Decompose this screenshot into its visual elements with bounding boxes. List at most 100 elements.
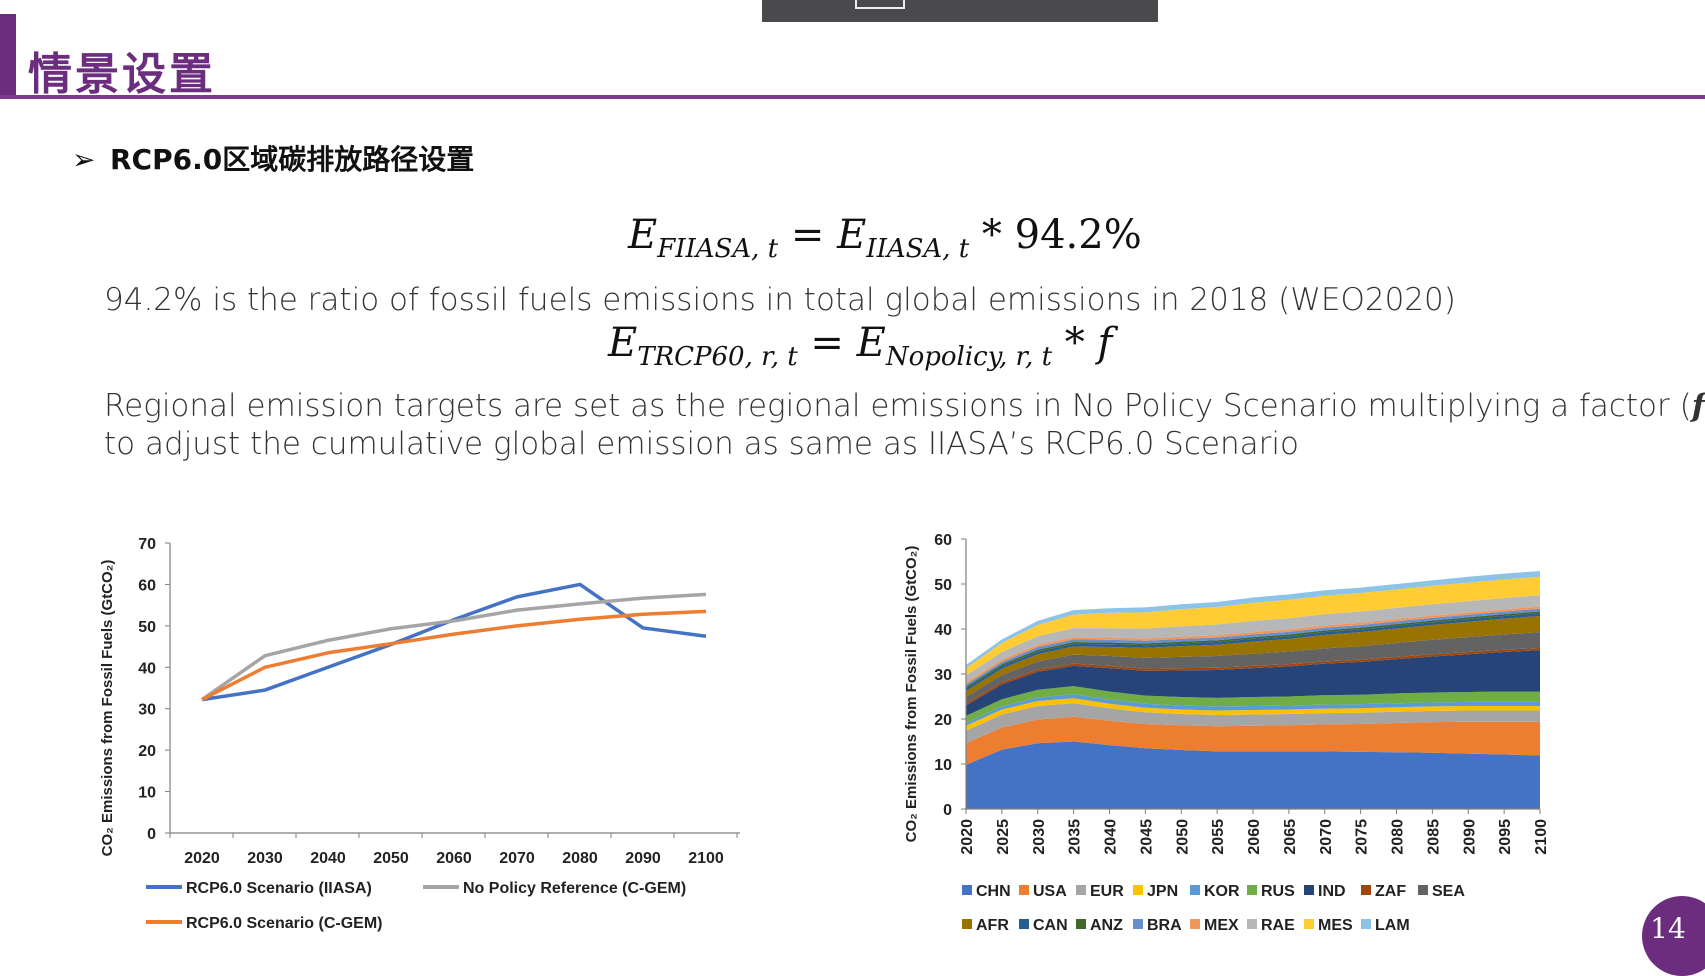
x-tick-label: 2100 bbox=[688, 850, 724, 867]
legend-label: KOR bbox=[1204, 883, 1240, 900]
legend-label: ZAF bbox=[1375, 883, 1406, 900]
presenter-toolbar[interactable] bbox=[762, 0, 1158, 22]
bullet-heading: ➢ RCP6.0区域碳排放路径设置 bbox=[72, 138, 474, 178]
legend-swatch bbox=[1304, 885, 1314, 895]
legend-label: RCP6.0 Scenario (IIASA) bbox=[186, 880, 372, 897]
toolbar-handle[interactable] bbox=[855, 0, 905, 9]
area-ind bbox=[966, 650, 1540, 716]
area-sea bbox=[966, 632, 1540, 704]
x-tick-label: 2030 bbox=[1031, 819, 1048, 855]
legend-label: No Policy Reference (C-GEM) bbox=[463, 880, 686, 897]
legend-label: JPN bbox=[1147, 883, 1178, 900]
y-tick-label: 40 bbox=[934, 622, 952, 639]
x-tick-label: 2025 bbox=[995, 819, 1012, 855]
area-kor bbox=[966, 694, 1540, 726]
series-line-0 bbox=[201, 582, 707, 702]
x-tick-label: 2050 bbox=[373, 850, 409, 867]
y-axis-title: CO₂ Emissions from Fossil Fuels (GtCO₂) bbox=[99, 560, 116, 857]
y-tick-label: 0 bbox=[943, 802, 952, 819]
y-tick-label: 10 bbox=[934, 757, 952, 774]
legend-label: CHN bbox=[976, 883, 1011, 900]
slide-title: 情景设置 bbox=[28, 49, 216, 100]
legend-swatch bbox=[1247, 919, 1257, 929]
x-tick-label: 2045 bbox=[1138, 819, 1155, 855]
x-tick-label: 2035 bbox=[1067, 819, 1084, 855]
x-tick-label: 2040 bbox=[310, 850, 346, 867]
area-chn bbox=[966, 741, 1540, 809]
y-tick-label: 70 bbox=[138, 536, 156, 553]
legend-swatch bbox=[1019, 885, 1029, 895]
legend-swatch bbox=[1304, 919, 1314, 929]
x-tick-label: 2070 bbox=[499, 850, 535, 867]
legend-label: EUR bbox=[1090, 883, 1124, 900]
legend-label: RAE bbox=[1261, 917, 1295, 934]
area-lam bbox=[966, 570, 1540, 669]
y-tick-label: 20 bbox=[138, 743, 156, 760]
equation-fiiasa: EFIIASA, t = EIIASA, t * 94.2% bbox=[628, 212, 1142, 264]
x-tick-label: 2100 bbox=[1533, 819, 1550, 855]
x-tick-label: 2040 bbox=[1103, 819, 1120, 855]
x-tick-label: 2060 bbox=[1246, 819, 1263, 855]
legend-swatch bbox=[1133, 919, 1143, 929]
series-line-2 bbox=[201, 609, 707, 702]
x-tick-label: 2020 bbox=[184, 850, 220, 867]
legend-swatch bbox=[1418, 885, 1428, 895]
legend-label: BRA bbox=[1147, 917, 1182, 934]
x-tick-label: 2060 bbox=[436, 850, 472, 867]
title-underline bbox=[0, 95, 1705, 99]
legend-label: AFR bbox=[976, 917, 1009, 934]
legend-swatch bbox=[1190, 919, 1200, 929]
x-tick-label: 2085 bbox=[1425, 819, 1442, 855]
legend-swatch bbox=[962, 885, 972, 895]
y-tick-label: 10 bbox=[138, 785, 156, 802]
legend-swatch bbox=[1361, 919, 1371, 929]
area-rae bbox=[966, 595, 1540, 683]
legend-label: MES bbox=[1318, 917, 1353, 934]
y-tick-label: 0 bbox=[147, 826, 156, 843]
legend-label: USA bbox=[1033, 883, 1067, 900]
legend-swatch bbox=[1247, 885, 1257, 895]
legend-label: RUS bbox=[1261, 883, 1295, 900]
legend-swatch bbox=[1076, 885, 1086, 895]
x-tick-label: 2080 bbox=[562, 850, 598, 867]
x-tick-label: 2070 bbox=[1318, 819, 1335, 855]
regional-text-line2: to adjust the cumulative global emission… bbox=[104, 426, 1299, 462]
area-rus bbox=[966, 686, 1540, 724]
y-tick-label: 50 bbox=[138, 619, 156, 636]
legend-label: MEX bbox=[1204, 917, 1239, 934]
y-tick-label: 60 bbox=[138, 577, 156, 594]
page-number: 14 bbox=[1650, 912, 1686, 945]
legend-swatch bbox=[1133, 885, 1143, 895]
x-tick-label: 2020 bbox=[959, 819, 976, 855]
y-tick-label: 30 bbox=[138, 702, 156, 719]
x-tick-label: 2050 bbox=[1174, 819, 1191, 855]
bullet-text: RCP6.0区域碳排放路径设置 bbox=[110, 143, 475, 176]
arrow-bullet-icon: ➢ bbox=[72, 143, 96, 176]
y-tick-label: 60 bbox=[934, 532, 952, 549]
legend-swatch bbox=[1361, 885, 1371, 895]
legend-swatch bbox=[962, 919, 972, 929]
x-tick-label: 2065 bbox=[1282, 819, 1299, 855]
y-tick-label: 40 bbox=[138, 660, 156, 677]
area-usa bbox=[966, 716, 1540, 765]
legend-swatch bbox=[1190, 885, 1200, 895]
equation-trcp60: ETRCP60, r, t = ENopolicy, r, t * f bbox=[608, 320, 1113, 372]
x-tick-label: 2090 bbox=[625, 850, 661, 867]
x-tick-label: 2030 bbox=[247, 850, 283, 867]
area-mes bbox=[966, 576, 1540, 676]
title-accent-bar bbox=[0, 14, 16, 98]
y-axis-title: CO₂ Emissions from Fossil Fuels (GtCO₂) bbox=[903, 546, 920, 843]
legend-label: LAM bbox=[1375, 917, 1410, 934]
area-afr bbox=[966, 615, 1540, 697]
x-tick-label: 2075 bbox=[1354, 819, 1371, 855]
legend-label: RCP6.0 Scenario (C-GEM) bbox=[186, 915, 382, 932]
y-tick-label: 20 bbox=[934, 712, 952, 729]
x-tick-label: 2090 bbox=[1461, 819, 1478, 855]
y-tick-label: 30 bbox=[934, 667, 952, 684]
x-tick-label: 2095 bbox=[1497, 819, 1514, 855]
x-tick-label: 2055 bbox=[1210, 819, 1227, 855]
legend-label: CAN bbox=[1033, 917, 1068, 934]
regional-text-line1: Regional emission targets are set as the… bbox=[104, 388, 1705, 424]
